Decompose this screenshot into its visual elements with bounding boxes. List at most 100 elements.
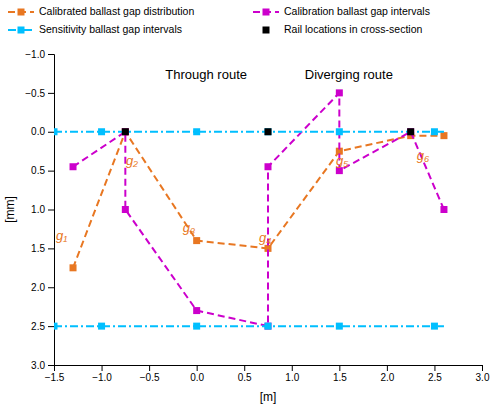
axis-line [48,55,55,366]
point [407,128,414,135]
point [54,128,58,135]
legend-item: Sensitivity ballast gap intervals [8,23,182,35]
x-axis-title: [m] [260,390,277,404]
series-line [54,325,444,327]
annotations: g₁g₂g₃g₄g₅g₆Through routeDiverging route [56,67,430,245]
tick-mark [197,365,198,371]
point [122,128,129,135]
tick-mark [244,365,245,371]
annotation: g₁ [56,228,67,243]
marks [54,89,447,329]
tick: 0.5 [238,365,252,383]
y-axis: −1.0 −0.5 0.0 0.5 1.0 1.5 2.0 2.5 3.0 [25,49,54,371]
tick-mark [48,210,54,211]
tick: 0.5 [31,165,54,176]
point [70,264,77,271]
tick-label: 0.5 [238,372,252,383]
point [440,132,447,139]
tick-mark [48,132,54,133]
annotation: Diverging route [305,67,393,82]
tick-label: −1.0 [25,49,45,60]
tick-label: −0.5 [140,372,160,383]
series [54,326,444,327]
point [70,163,77,170]
point [336,167,343,174]
tick: 1.0 [31,204,54,215]
tick-mark [48,287,54,288]
tick: 1.5 [31,243,54,254]
tick-mark [339,365,340,371]
tick-label: −1.0 [92,372,112,383]
tick-label: 2.0 [31,282,45,293]
tick-label: 2.0 [380,372,394,383]
tick-label: 1.0 [285,372,299,383]
tick-label: 3.0 [31,360,45,371]
legend-marker [263,9,270,16]
legend-marker [18,9,25,16]
y-axis-title: [mm] [3,196,17,223]
point [336,323,343,330]
tick: −1.0 [25,49,54,60]
annotation: g₆ [417,148,430,163]
tick-label: 1.5 [31,243,45,254]
point [431,323,438,330]
tick-mark [292,365,293,371]
tick-mark [149,365,150,371]
point [193,128,200,135]
point [98,128,105,135]
point [193,307,200,314]
legend-label: Rail locations in cross-section [284,23,422,35]
tick: −0.5 [140,365,160,383]
tick-mark [48,93,54,94]
point [193,323,200,330]
tick: 2.5 [31,321,54,332]
series-line [73,132,444,268]
point [407,128,414,135]
legend-marker [263,27,270,34]
tick: −0.5 [25,88,54,99]
axis-line [55,366,483,372]
annotation: g₃ [183,220,195,235]
annotation: g₂ [126,153,138,168]
tick: 1.5 [333,365,347,383]
tick: −1.5 [45,365,65,383]
legend: Calibrated ballast gap distribution Calib… [8,5,430,35]
tick: 0.0 [31,126,54,137]
tick-mark [48,54,54,55]
point [98,323,105,330]
tick-label: 3.0 [476,372,490,383]
tick-mark [48,365,54,366]
tick: 2.0 [31,282,54,293]
tick-mark [387,365,388,371]
point [54,323,58,330]
tick-label: 1.0 [31,204,45,215]
chart: −1.5 −1.0 −0.5 0.0 0.5 1.0 1.5 2.0 2.5 3.0 −1.0 −0.… [0,0,500,409]
series [70,89,448,329]
series-line [73,93,444,326]
tick-mark [434,365,435,371]
tick-label: 2.5 [31,321,45,332]
legend-item: Calibrated ballast gap distribution [8,5,194,17]
tick: 2.5 [428,365,442,383]
point [265,128,272,135]
tick-label: −1.5 [45,372,65,383]
series [54,323,438,330]
tick-mark [48,326,54,327]
legend-item: Rail locations in cross-section [263,23,423,35]
plot: −1.5 −1.0 −0.5 0.0 0.5 1.0 1.5 2.0 2.5 3.0 −1.0 −0.… [25,49,490,383]
point [265,323,272,330]
tick: 3.0 [31,360,54,371]
legend-label: Calibration ballast gap intervals [284,5,430,17]
point [193,237,200,244]
tick: 0.0 [190,365,204,383]
legend-item: Calibration ballast gap intervals [253,5,430,17]
legend-label: Calibrated ballast gap distribution [39,5,194,17]
x-axis: −1.5 −1.0 −0.5 0.0 0.5 1.0 1.5 2.0 2.5 3.0 [45,365,490,383]
tick-mark [102,365,103,371]
point [431,128,438,135]
tick-label: 0.5 [31,165,45,176]
point [122,128,129,135]
tick: 1.0 [285,365,299,383]
tick-label: 2.5 [428,372,442,383]
legend-label: Sensitivity ballast gap intervals [39,23,182,35]
